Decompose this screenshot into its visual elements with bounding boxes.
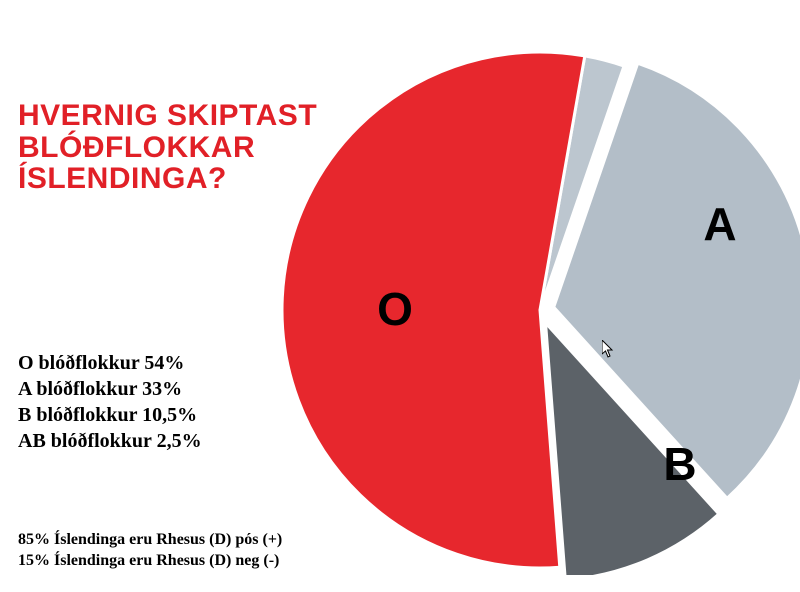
pie-chart: ABABO [280, 35, 800, 575]
legend-item: O blóðflokkur 54% [18, 350, 202, 376]
legend-item: A blóðflokkur 33% [18, 376, 202, 402]
slice-label-a: A [703, 198, 736, 250]
slice-label-ab: AB [527, 35, 576, 41]
chart-title: HVERNIG SKIPTAST BLÓÐFLOKKAR ÍSLENDINGA? [18, 100, 317, 195]
footnote-line: 85% Íslendinga eru Rhesus (D) pós (+) [18, 530, 282, 551]
title-line-3: ÍSLENDINGA? [18, 162, 227, 195]
legend-item: AB blóðflokkur 2,5% [18, 428, 202, 454]
legend: O blóðflokkur 54% A blóðflokkur 33% B bl… [18, 350, 202, 454]
title-line-2: BLÓÐFLOKKAR [18, 131, 255, 164]
legend-item: B blóðflokkur 10,5% [18, 402, 202, 428]
slice-label-b: B [663, 438, 696, 490]
slice-label-o: O [377, 283, 413, 335]
pie-slice-o [282, 52, 585, 568]
footnote: 85% Íslendinga eru Rhesus (D) pós (+) 15… [18, 530, 282, 572]
title-line-1: HVERNIG SKIPTAST [18, 99, 317, 132]
footnote-line: 15% Íslendinga eru Rhesus (D) neg (-) [18, 551, 282, 572]
